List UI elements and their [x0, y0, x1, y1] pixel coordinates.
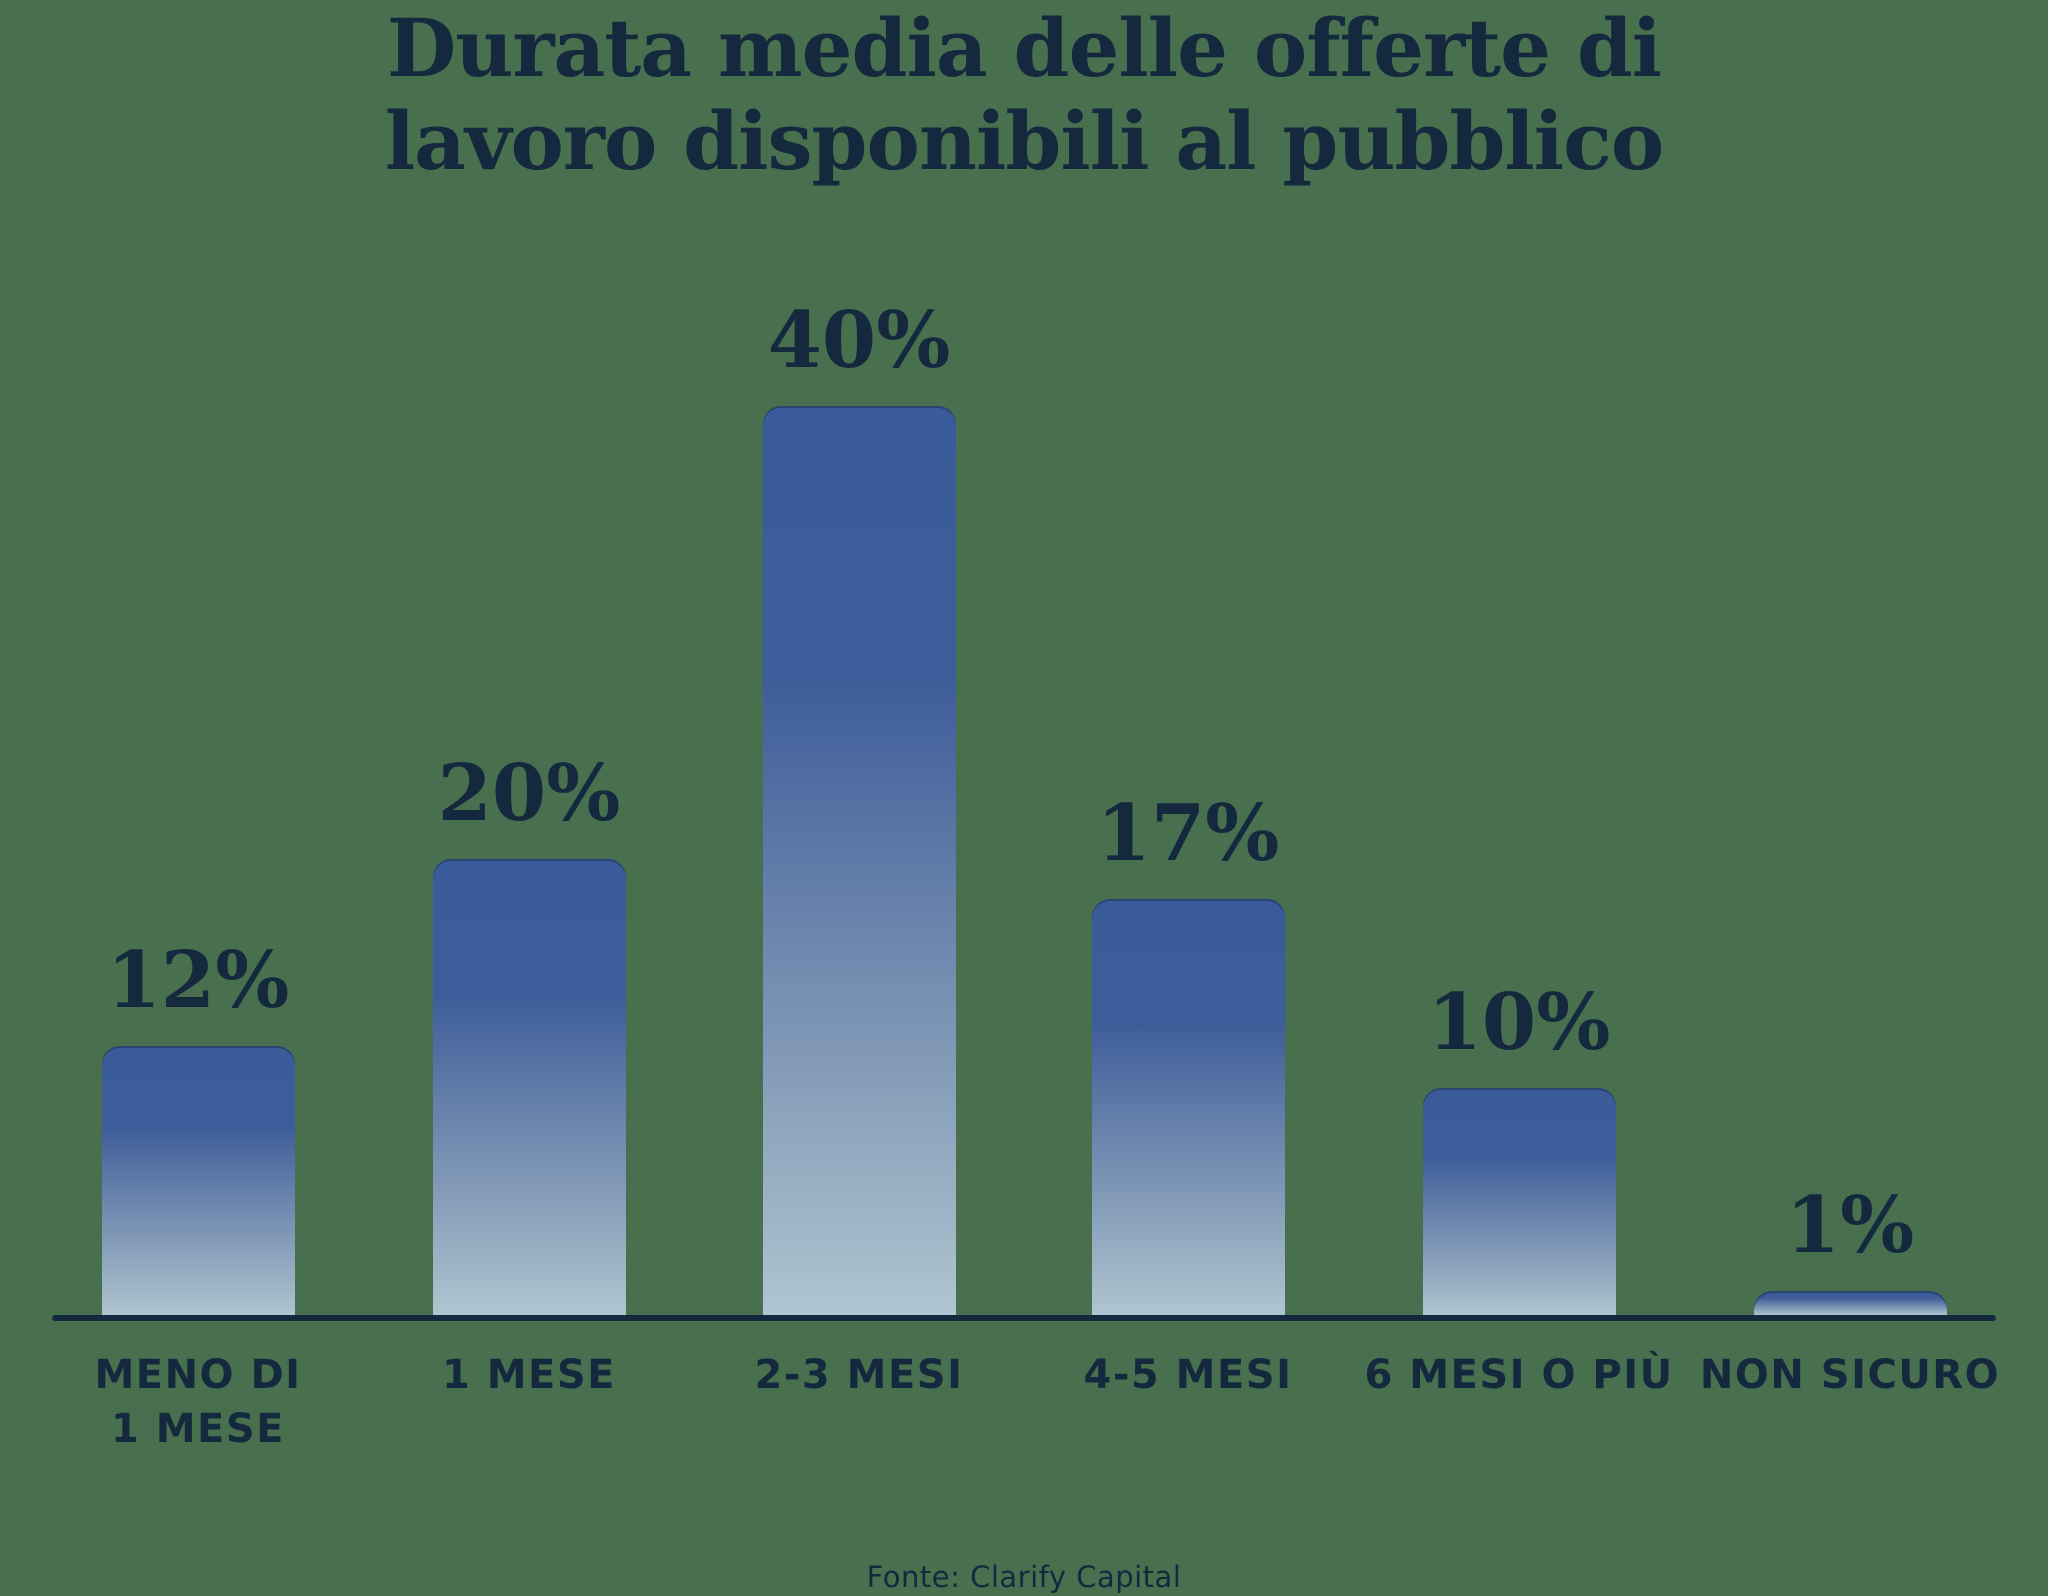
bar-value-label-meno-di-1-mese: 12% — [106, 935, 290, 1026]
x-axis-label-non-sicuro: NON SICURO — [1699, 1352, 2001, 1398]
bar-group-4-5-mesi: 17% — [1091, 788, 1285, 1315]
bar-value-label-2-3-mesi: 40% — [767, 295, 951, 386]
bar-value-label-1-mese: 20% — [437, 748, 621, 839]
bar-6-mesi-o-piu — [1422, 1088, 1616, 1315]
x-axis-line — [52, 1315, 1996, 1321]
x-axis-label-2-3-mesi: 2-3 MESI — [754, 1352, 964, 1398]
x-axis-label-meno-di-1-mese: MENO DI 1 MESE — [94, 1352, 302, 1452]
bar-group-meno-di-1-mese: 12% — [101, 935, 295, 1315]
bar-value-label-4-5-mesi: 17% — [1096, 788, 1280, 879]
x-axis-label-4-5-mesi: 4-5 MESI — [1083, 1352, 1293, 1398]
bar-group-1-mese: 20% — [432, 748, 626, 1315]
bar-group-2-3-mesi: 40% — [762, 295, 956, 1315]
bar-value-label-non-sicuro: 1% — [1785, 1180, 1915, 1271]
bar-value-label-6-mesi-o-piu: 10% — [1427, 977, 1611, 1068]
bar-2-3-mesi — [762, 406, 956, 1315]
bar-4-5-mesi — [1091, 899, 1285, 1315]
bar-group-6-mesi-o-piu: 10% — [1422, 977, 1616, 1315]
source-attribution: Fonte: Clarify Capital — [866, 1560, 1182, 1594]
bar-group-non-sicuro: 1% — [1753, 1180, 1947, 1315]
x-axis-label-6-mesi-o-piu: 6 MESI O PIÙ — [1364, 1352, 1674, 1398]
bar-1-mese — [432, 859, 626, 1315]
title-line-1: Durata media delle offerte di — [386, 1, 1662, 95]
bar-non-sicuro — [1753, 1291, 1947, 1315]
bar-meno-di-1-mese — [101, 1046, 295, 1315]
title-line-2: lavoro disponibili al pubblico — [384, 93, 1665, 188]
page-title: Durata media delle offerte di lavoro dis… — [0, 2, 2048, 188]
x-axis-label-1-mese: 1 MESE — [441, 1352, 617, 1398]
